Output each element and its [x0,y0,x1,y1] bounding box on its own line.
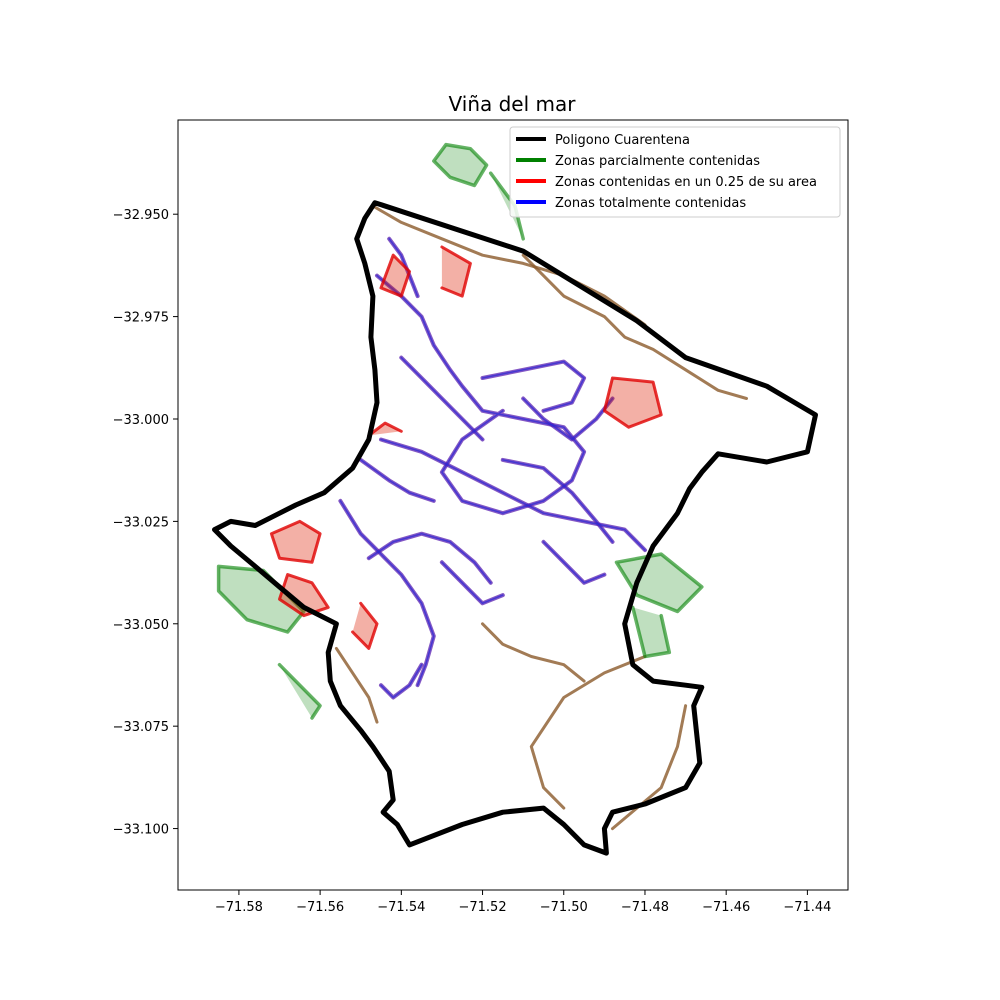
zone-quarter [379,253,411,298]
zone-partial [277,662,322,720]
zone-partial [432,142,489,188]
x-tick-label: −71.52 [458,900,506,915]
y-tick-label: −32.975 [113,311,169,326]
zone-quarter [367,421,403,437]
zone-outline [481,622,586,683]
zone-full-core [441,561,504,605]
zone-full-core [481,360,585,412]
zone-full-core [522,397,614,441]
zone-full [541,539,607,585]
zone-outline [521,253,748,400]
zone-quarter [602,376,663,429]
x-tick-label: −71.54 [377,900,425,915]
zone-full-core [368,532,492,584]
zone-quarter [351,601,379,650]
map-title: Viña del mar [449,92,577,116]
zone-full-core [376,274,585,514]
x-tick-label: −71.50 [540,900,588,915]
x-tick-label: −71.44 [783,900,831,915]
zone-partial [631,605,672,659]
legend-label: Zonas totalmente contenidas [555,196,746,211]
zone-full-core [380,438,646,551]
legend-box [509,126,841,218]
y-tick-label: −33.050 [113,618,169,633]
y-tick-label: −33.075 [113,720,169,735]
zone-full-core [400,356,484,441]
zone-outline [334,646,379,724]
zone-outline [371,204,647,327]
legend-label: Zonas contenidas en un 0.25 de su area [555,175,817,190]
plot-frame [177,119,849,891]
legend-label: Zonas parcialmente contenidas [555,154,760,169]
y-tick-label: −32.950 [113,208,169,223]
zone-outline [611,704,688,831]
y-tick-label: −33.100 [113,823,169,838]
zone-full [439,560,505,606]
x-tick-label: −71.46 [702,900,750,915]
legend: Poligono Cuarentena Zonas parcialmente co… [509,126,841,218]
x-tick-label: −71.58 [215,900,263,915]
zone-full-core [380,663,423,699]
zone-full [379,662,424,700]
y-tick-label: −33.025 [113,515,169,530]
zone-full-core [502,459,614,543]
zone-outline [529,655,647,810]
quarantine-polygon [212,200,818,856]
zone-full-core [339,500,435,686]
legend-label: Poligono Cuarentena [555,133,690,148]
zone-quarter [269,519,322,564]
x-tick-label: −71.56 [296,900,344,915]
x-tick-label: −71.48 [621,900,669,915]
zone-full [338,498,436,688]
zone-quarter [440,245,472,298]
y-tick-label: −33.000 [113,413,169,428]
zone-full-core [542,541,606,584]
zone-full-core [359,459,435,502]
zone-full [358,457,436,503]
